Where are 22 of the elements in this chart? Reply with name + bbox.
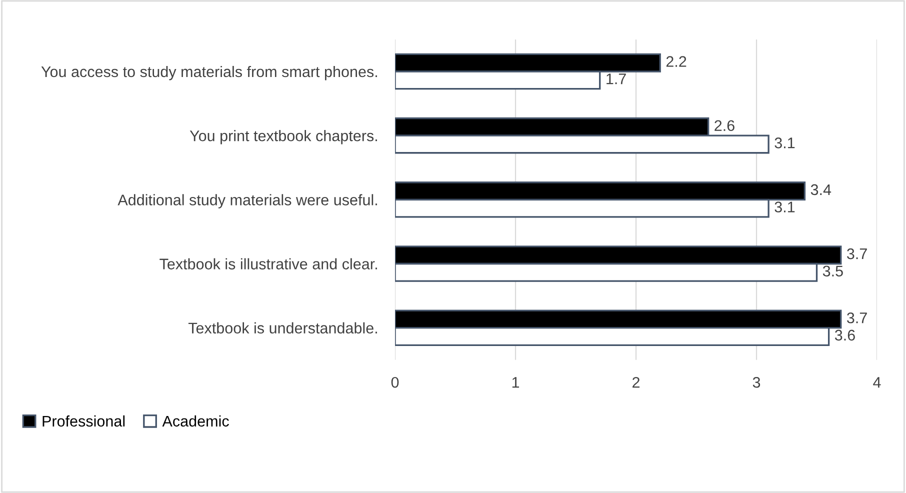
y-tick-label: You access to study materials from smart phones. <box>41 66 377 80</box>
data-label: 1.7 <box>606 74 626 84</box>
data-label: 3.7 <box>846 248 867 260</box>
x-tick-label: 1 <box>512 377 520 388</box>
x-tick-label: 4 <box>873 377 881 388</box>
data-label: 3.1 <box>774 202 795 212</box>
y-tick-label: You print textbook chapters. <box>190 130 377 144</box>
data-label: 2.6 <box>714 120 734 132</box>
x-tick-label: 2 <box>632 376 640 388</box>
data-label: 3.7 <box>846 312 867 324</box>
legend-label: Professional <box>42 415 125 427</box>
x-tick-label: 0 <box>391 376 399 388</box>
data-label: 3.5 <box>822 266 843 277</box>
y-tick-label: Textbook is understandable. <box>188 322 377 334</box>
data-label: 2.2 <box>666 56 686 67</box>
x-tick-label: 3 <box>752 376 760 388</box>
y-tick-label: Additional study materials were useful. <box>118 194 377 208</box>
data-label: 3.4 <box>810 184 832 196</box>
data-label: 3.1 <box>774 138 795 148</box>
y-tick-label: Textbook is illustrative and clear. <box>160 258 377 270</box>
data-label: 3.6 <box>834 330 855 341</box>
legend-label: Academic <box>162 415 229 427</box>
